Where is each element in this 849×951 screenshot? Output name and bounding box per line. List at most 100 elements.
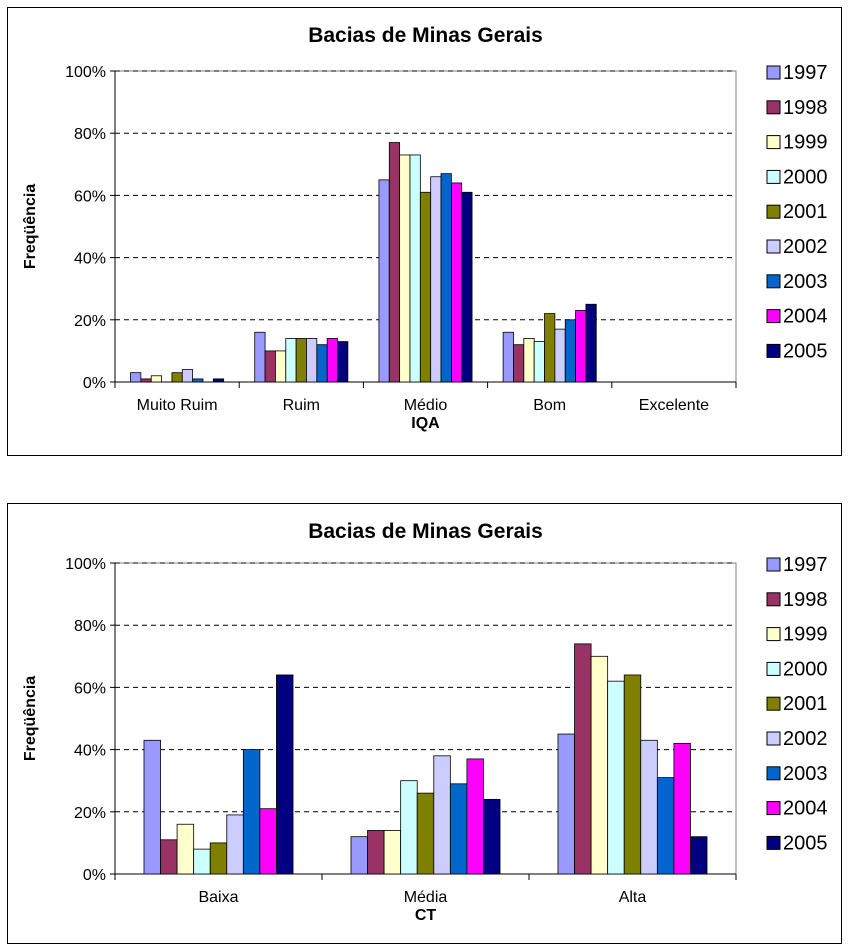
bar-2002-muito-ruim <box>182 370 192 382</box>
bar-2005-baixa <box>276 675 293 874</box>
legend-label-2001: 2001 <box>783 693 828 715</box>
bar-2005-alta <box>690 837 707 874</box>
bar-1999-bom <box>524 338 534 382</box>
legend-swatch-1997 <box>767 558 780 571</box>
legend-swatch-1999 <box>767 628 780 641</box>
y-axis-title: Freqüência <box>22 676 39 761</box>
chart-ct: Bacias de Minas Gerais 0% 20% 40% 60% 80% 100%… <box>8 504 841 943</box>
legend-swatch-2003 <box>767 767 780 780</box>
chart-panel-iqa: Bacias de Minas Gerais 0% 20% 40% 60% 80% 100%… <box>7 7 842 456</box>
y-tick-label: 40% <box>74 743 106 760</box>
bar-2000-médio <box>410 155 420 382</box>
bar-1999-médio <box>400 155 410 382</box>
bar-1998-ruim <box>265 351 275 382</box>
x-tick-label: Baixa <box>198 889 238 906</box>
legend-label-1998: 1998 <box>783 589 828 611</box>
chart-iqa: Bacias de Minas Gerais 0% 20% 40% 60% 80% 100%… <box>8 8 841 455</box>
legend-swatch-2001 <box>767 697 780 710</box>
legend-swatch-1997 <box>767 66 780 79</box>
legend-swatch-1998 <box>767 593 780 606</box>
bar-1997-baixa <box>144 740 161 874</box>
bar-2004-médio <box>451 183 461 382</box>
bar-2000-alta <box>608 681 625 874</box>
bar-2003-baixa <box>243 750 260 874</box>
bar-2003-ruim <box>317 345 327 382</box>
legend-label-2001: 2001 <box>783 201 828 223</box>
bar-2001-bom <box>545 314 555 382</box>
bar-2004-bom <box>576 310 586 382</box>
legend-swatch-1999 <box>767 136 780 149</box>
legend-swatch-2003 <box>767 275 780 288</box>
bar-2003-muito-ruim <box>193 379 203 382</box>
bar-2005-bom <box>586 304 596 382</box>
y-tick-label: 60% <box>74 680 106 697</box>
bar-1999-baixa <box>177 824 194 874</box>
legend-label-2002: 2002 <box>783 236 828 258</box>
bar-2000-bom <box>534 342 544 382</box>
bar-2004-baixa <box>260 809 277 874</box>
bar-1997-ruim <box>255 332 265 382</box>
legend-label-2005: 2005 <box>783 340 828 362</box>
bar-2003-alta <box>657 778 674 874</box>
bar-2003-médio <box>441 174 451 382</box>
bar-2002-média <box>434 756 451 874</box>
bar-1998-baixa <box>161 840 178 874</box>
chart-title: Bacias de Minas Gerais <box>308 24 543 47</box>
x-tick-label: Excelente <box>639 397 709 414</box>
bar-2004-média <box>467 759 484 874</box>
bar-2002-bom <box>555 329 565 382</box>
bar-2001-baixa <box>210 843 227 874</box>
y-tick-label: 100% <box>65 556 106 573</box>
chart-panel-ct: Bacias de Minas Gerais 0% 20% 40% 60% 80% 100%… <box>7 503 842 944</box>
bar-2003-bom <box>565 320 575 382</box>
y-tick-label: 0% <box>83 867 106 884</box>
bar-1999-alta <box>591 656 608 874</box>
bar-1997-média <box>351 837 368 874</box>
legend-label-2000: 2000 <box>783 658 828 680</box>
legend-label-2003: 2003 <box>783 763 828 785</box>
bar-2005-ruim <box>338 342 348 382</box>
bar-2001-média <box>417 793 434 874</box>
bar-2002-médio <box>431 177 441 382</box>
bar-2001-médio <box>420 192 430 382</box>
bar-2005-muito-ruim <box>213 379 223 382</box>
bar-2000-média <box>401 781 418 874</box>
bar-2000-ruim <box>286 338 296 382</box>
legend-label-2000: 2000 <box>783 166 828 188</box>
bar-1999-média <box>384 830 401 874</box>
bar-1997-bom <box>503 332 513 382</box>
legend-swatch-2004 <box>767 310 780 323</box>
bar-1998-bom <box>513 345 523 382</box>
y-axis-title: Freqüência <box>22 184 39 269</box>
bar-2005-média <box>483 799 500 874</box>
bar-2003-média <box>450 784 467 874</box>
legend-swatch-2002 <box>767 240 780 253</box>
legend-swatch-2005 <box>767 836 780 849</box>
legend-label-1999: 1999 <box>783 132 828 154</box>
bar-2001-alta <box>624 675 641 874</box>
y-tick-label: 60% <box>74 188 106 205</box>
y-tick-label: 80% <box>74 618 106 635</box>
bar-2001-muito-ruim <box>172 373 182 382</box>
bar-1997-médio <box>379 180 389 382</box>
bar-2002-baixa <box>227 815 244 874</box>
bar-2004-alta <box>674 743 691 874</box>
x-axis-title: CT <box>415 907 437 924</box>
legend-label-1998: 1998 <box>783 97 828 119</box>
y-tick-label: 20% <box>74 805 106 822</box>
bar-2000-baixa <box>194 849 211 874</box>
y-tick-label: 0% <box>83 375 106 392</box>
legend-label-1997: 1997 <box>783 554 828 576</box>
legend-label-2002: 2002 <box>783 728 828 750</box>
bar-1997-muito-ruim <box>131 373 141 382</box>
bar-2001-ruim <box>296 338 306 382</box>
y-tick-label: 80% <box>74 126 106 143</box>
bar-2004-ruim <box>327 338 337 382</box>
chart-title: Bacias de Minas Gerais <box>308 520 543 543</box>
legend-label-1997: 1997 <box>783 62 828 84</box>
legend-label-2005: 2005 <box>783 832 828 854</box>
bar-1999-muito-ruim <box>151 376 161 382</box>
x-tick-label: Alta <box>619 889 647 906</box>
bar-1999-ruim <box>275 351 285 382</box>
bar-2005-médio <box>462 192 472 382</box>
